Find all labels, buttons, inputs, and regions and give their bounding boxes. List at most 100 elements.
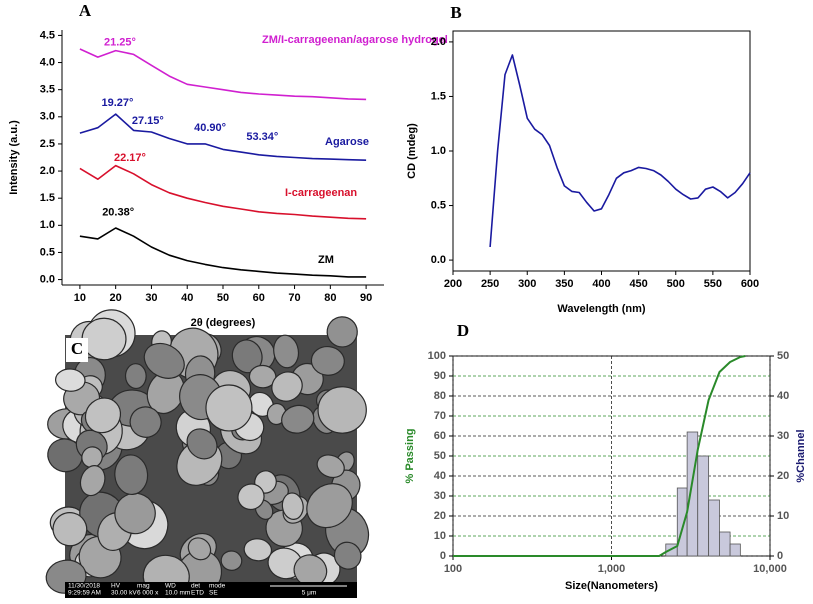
- y-axis-label: Intensity (a.u.): [8, 120, 20, 195]
- series-line: [79, 48, 367, 101]
- y-tick-label: 1.5: [431, 90, 446, 102]
- panel-letter: B: [450, 3, 461, 22]
- y2-axis-label: %Channel: [795, 429, 807, 482]
- y-tick-label: 4.0: [40, 56, 55, 68]
- particle: [114, 492, 156, 535]
- y-tick-label: 20: [434, 510, 446, 522]
- panel-letter-box: [66, 338, 88, 362]
- particle: [316, 454, 345, 479]
- y-tick-label: 70: [434, 410, 446, 422]
- peak-annotation: 19.27°: [101, 97, 133, 109]
- y-tick-label: 1.5: [40, 192, 55, 204]
- particle: [281, 492, 304, 520]
- y-tick-label: 2.0: [40, 165, 55, 177]
- particle: [273, 334, 300, 369]
- y-tick-label: 3.0: [40, 111, 55, 123]
- panel-letter: D: [457, 321, 469, 340]
- y2-tick-label: 20: [777, 470, 789, 482]
- particle: [47, 438, 83, 473]
- series-line: [453, 355, 746, 557]
- histogram-bar: [729, 543, 741, 557]
- x-tick-label: 10,000: [753, 563, 787, 575]
- x-tick-label: 500: [667, 278, 685, 290]
- x-tick-label: 550: [704, 278, 722, 290]
- x-tick-label: 450: [629, 278, 647, 290]
- particle: [114, 454, 149, 496]
- panel-letter: A: [79, 1, 92, 20]
- particle: [55, 368, 86, 392]
- peak-annotation: 22.17°: [114, 152, 146, 164]
- x-tick-label: 60: [253, 292, 265, 304]
- y-tick-label: 50: [434, 450, 446, 462]
- x-tick-label: 40: [181, 292, 193, 304]
- series-label: Agarose: [325, 136, 369, 148]
- series-line: [79, 113, 367, 161]
- peak-annotation: 21.25°: [104, 36, 136, 48]
- y2-tick-label: 10: [777, 510, 789, 522]
- particle: [205, 384, 253, 432]
- y2-tick-label: 40: [777, 390, 789, 402]
- peak-annotation: 40.90°: [194, 122, 226, 134]
- y-tick-label: 10: [434, 530, 446, 542]
- y-tick-label: 0.0: [40, 273, 55, 285]
- info-label: HV: [111, 583, 121, 590]
- particle: [317, 386, 367, 434]
- series-label: ZM: [318, 254, 334, 266]
- y-tick-label: 0.0: [431, 254, 446, 266]
- x-tick-label: 90: [360, 292, 372, 304]
- y-tick-label: 2.0: [431, 36, 446, 48]
- x-axis-label: 2θ (degrees): [191, 317, 256, 329]
- particle: [81, 317, 127, 361]
- x-tick-label: 400: [592, 278, 610, 290]
- histogram-bar: [697, 455, 710, 557]
- info-label: 11/30/2018: [68, 583, 100, 590]
- particle: [333, 541, 362, 570]
- x-axis-label: Size(Nanometers): [565, 580, 658, 592]
- y-axis-label: % Passing: [404, 428, 416, 483]
- particle: [237, 483, 265, 511]
- x-tick-label: 200: [444, 278, 462, 290]
- x-tick-label: 20: [110, 292, 122, 304]
- particle: [187, 537, 212, 561]
- y-tick-label: 0.5: [431, 199, 446, 211]
- histogram-bar: [719, 531, 731, 557]
- x-tick-label: 80: [324, 292, 336, 304]
- y-tick-label: 0: [440, 550, 446, 562]
- x-tick-label: 100: [444, 563, 462, 575]
- info-value: 9:29:59 AM: [68, 590, 101, 597]
- peak-annotation: 53.34°: [246, 131, 278, 143]
- x-tick-label: 300: [518, 278, 536, 290]
- particle: [124, 363, 147, 390]
- x-tick-label: 350: [555, 278, 573, 290]
- info-label: mode: [209, 583, 226, 590]
- series-label: I-carrageenan: [285, 187, 357, 199]
- info-label: WD: [165, 583, 176, 590]
- particle: [326, 316, 358, 348]
- histogram-bar: [708, 499, 720, 557]
- info-value: 6 000 x: [137, 590, 159, 597]
- y-tick-label: 1.0: [40, 219, 55, 231]
- y-tick-label: 60: [434, 430, 446, 442]
- info-value: 30.00 kV: [111, 590, 137, 597]
- particle: [306, 483, 353, 529]
- info-value: 10.0 mm: [165, 590, 190, 597]
- particle: [129, 406, 162, 438]
- particle: [271, 371, 303, 402]
- histogram-bar: [676, 487, 688, 557]
- x-tick-label: 30: [145, 292, 157, 304]
- particle: [220, 550, 243, 571]
- particle: [243, 538, 273, 562]
- y-tick-label: 0.5: [40, 246, 55, 258]
- y-tick-label: 80: [434, 390, 446, 402]
- y-tick-label: 4.5: [40, 29, 55, 41]
- info-value: ETD: [191, 590, 204, 597]
- y-tick-label: 1.0: [431, 145, 446, 157]
- histogram-bar: [686, 431, 699, 557]
- x-tick-label: 1,000: [598, 563, 626, 575]
- particle: [81, 446, 103, 469]
- particle: [186, 428, 218, 460]
- info-value: SE: [209, 590, 218, 597]
- particle: [52, 512, 88, 547]
